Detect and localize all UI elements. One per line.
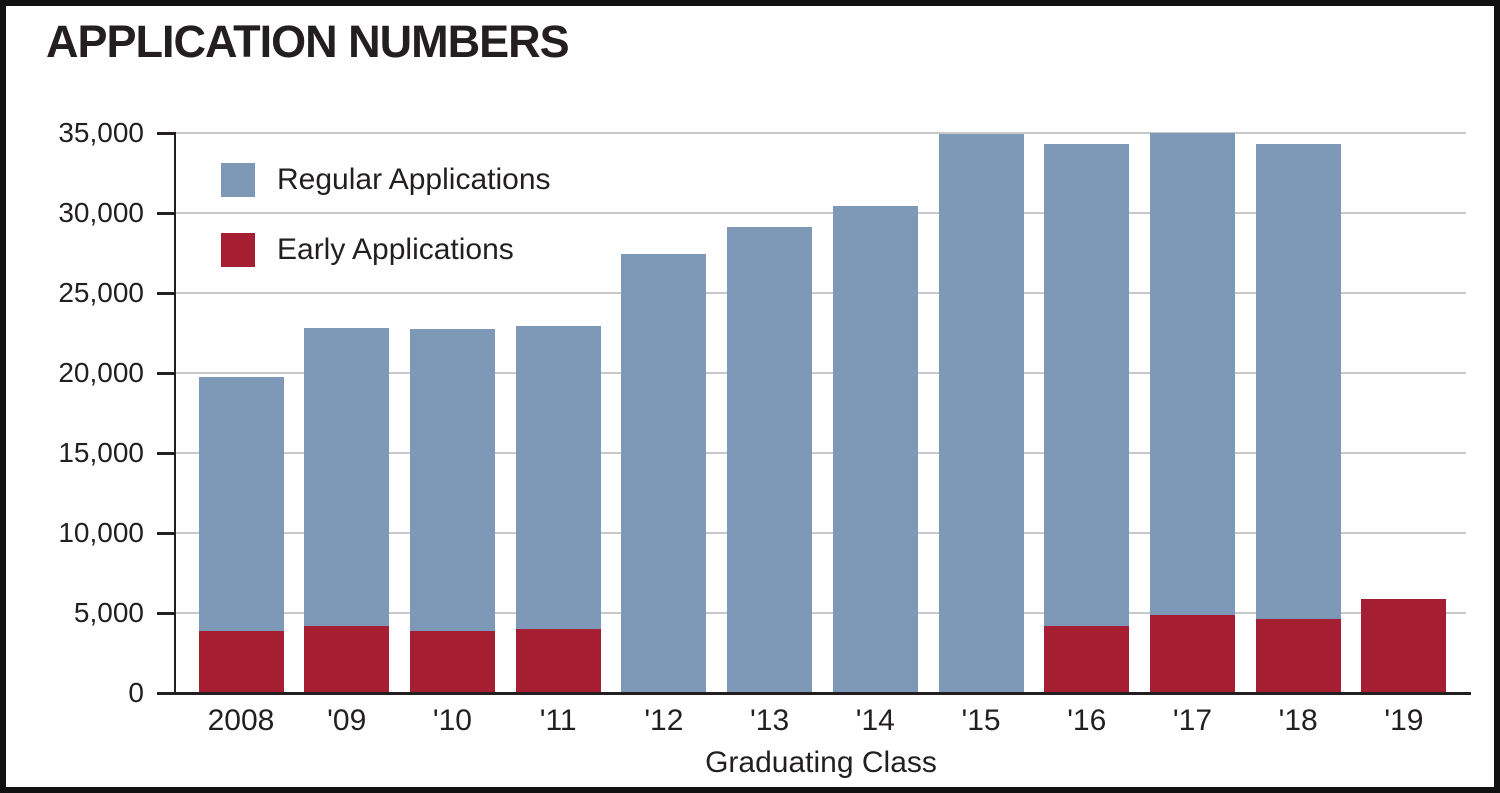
x-tick-label: '09	[327, 704, 367, 737]
y-tick-label: 15,000	[58, 437, 144, 468]
bar-early-'11	[515, 629, 601, 693]
y-tick-label: 10,000	[58, 517, 144, 548]
y-tick-label: 35,000	[58, 117, 144, 148]
gridline	[176, 212, 1466, 214]
y-tick-label: 0	[128, 677, 144, 708]
bar-early-'19	[1361, 598, 1447, 693]
bar-regular-'14	[832, 205, 918, 693]
early-applications-swatch	[221, 233, 255, 267]
x-tick-label: '15	[961, 704, 1001, 737]
x-tick-label: '11	[539, 704, 577, 737]
y-axis-tick	[157, 532, 176, 535]
x-tick-label: '17	[1172, 704, 1213, 737]
y-axis-tick	[157, 212, 176, 215]
bar-early-'16	[1044, 625, 1130, 693]
gridline	[176, 452, 1466, 454]
bar-early-2008	[198, 630, 284, 693]
gridline	[176, 132, 1466, 134]
bar-regular-'12	[621, 253, 707, 693]
x-tick-label: '14	[855, 704, 895, 737]
y-axis-line	[174, 133, 176, 695]
x-tick-label: '18	[1278, 704, 1318, 737]
y-axis-tick	[157, 132, 176, 135]
bar-early-'18	[1255, 618, 1341, 693]
x-tick-label: 2008	[207, 704, 275, 737]
x-axis-title: Graduating Class	[705, 746, 937, 779]
y-tick-label: 20,000	[58, 357, 144, 388]
bar-early-'09	[304, 625, 390, 693]
bar-regular-'15	[938, 133, 1024, 693]
x-tick-label: '12	[644, 704, 684, 737]
y-axis-tick	[157, 452, 176, 455]
bar-early-'10	[409, 631, 495, 693]
y-tick-label: 5,000	[73, 597, 144, 628]
x-tick-label: '13	[750, 704, 790, 737]
x-tick-label: '19	[1384, 704, 1424, 737]
x-axis-baseline	[157, 692, 1471, 695]
chart-title: APPLICATION NUMBERS	[46, 16, 570, 67]
bar-regular-'17	[1149, 133, 1235, 693]
gridline	[176, 372, 1466, 374]
legend-item-early: Early Applications	[221, 233, 514, 267]
y-tick-label: 30,000	[58, 197, 144, 228]
y-axis-tick	[157, 612, 176, 615]
plot-area: 0 5,000 10,000 15,000 20,000 25,000 30,000 35,0…	[6, 6, 1494, 787]
bar-regular-'18	[1255, 144, 1341, 693]
bar-regular-'16	[1044, 144, 1130, 693]
legend-label-regular: Regular Applications	[277, 163, 551, 196]
regular-applications-swatch	[221, 163, 255, 197]
bar-regular-'13	[727, 227, 813, 693]
gridline	[176, 612, 1466, 614]
legend-label-early: Early Applications	[277, 233, 514, 266]
gridline	[176, 292, 1466, 294]
bar-early-'17	[1149, 615, 1235, 693]
gridline	[176, 532, 1466, 534]
y-axis-tick	[157, 372, 176, 375]
y-tick-label: 25,000	[58, 277, 144, 308]
legend-item-regular: Regular Applications	[221, 163, 551, 197]
x-tick-label: '10	[432, 704, 472, 737]
y-axis-tick	[157, 292, 176, 295]
x-tick-label: '16	[1067, 704, 1107, 737]
